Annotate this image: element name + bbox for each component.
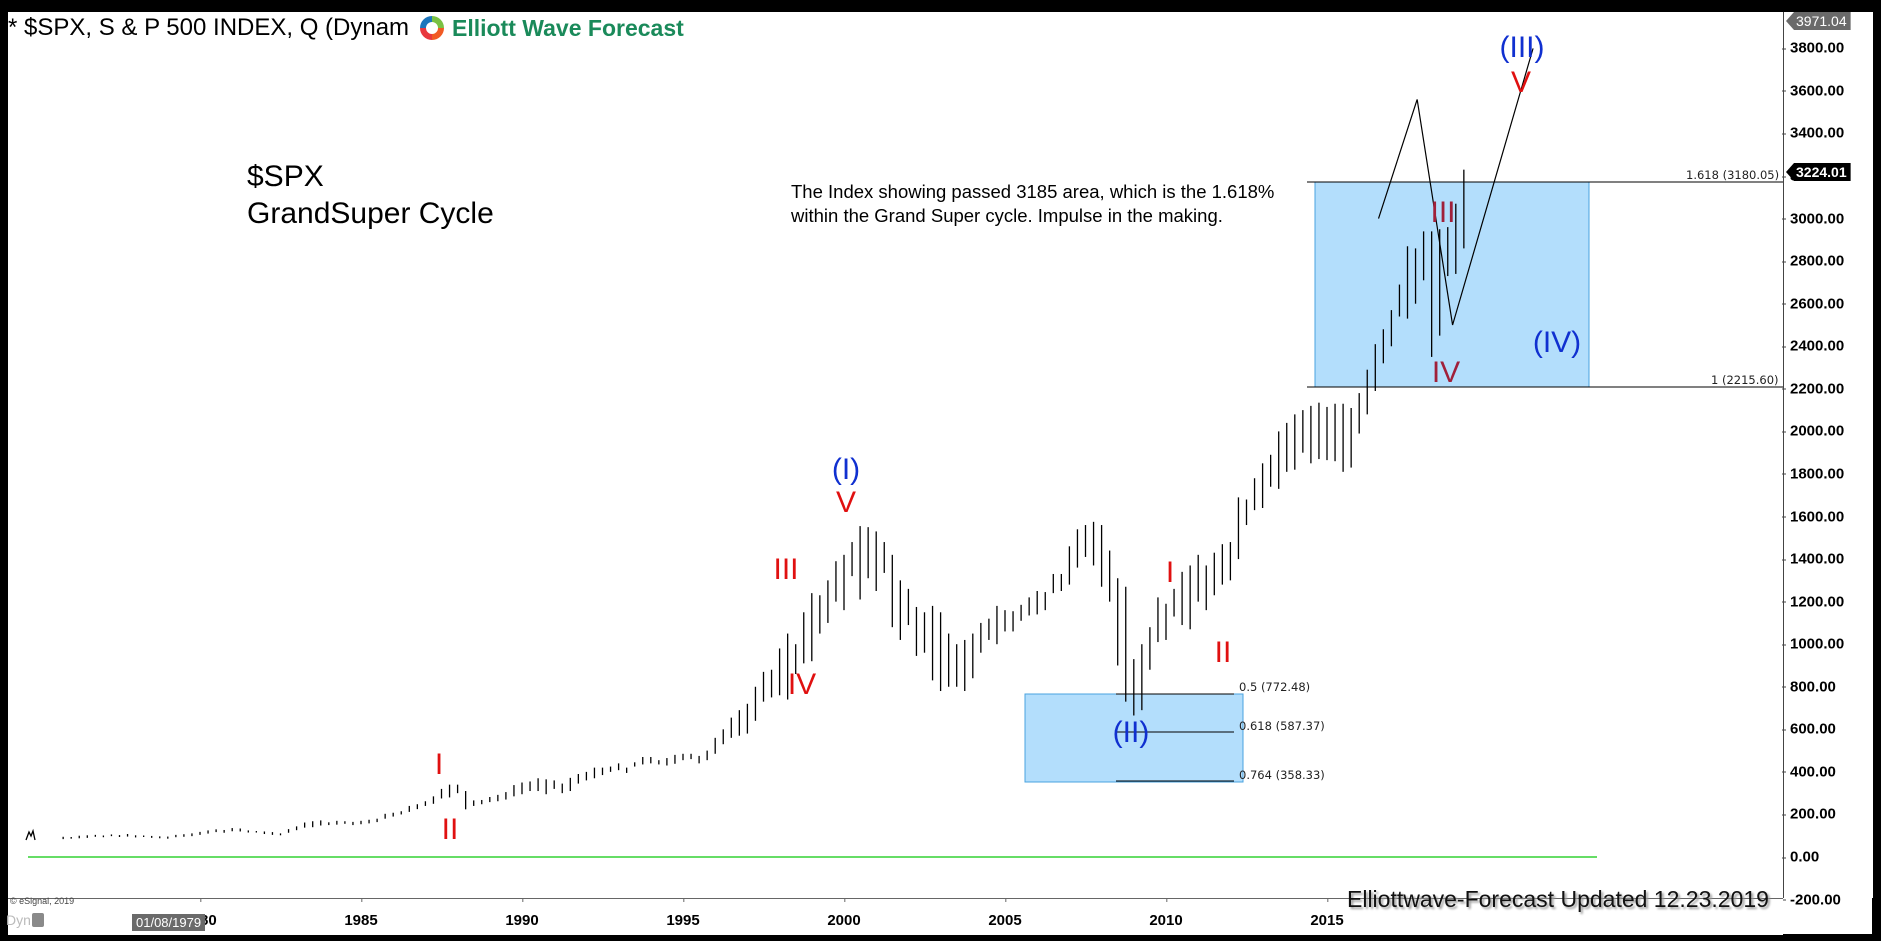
updated-stamp: Elliottwave-Forecast Updated 12.23.2019 bbox=[1347, 886, 1769, 912]
logo-swirl-icon bbox=[420, 16, 444, 40]
wave-label: I bbox=[1165, 556, 1175, 589]
y-tick-label: 1000.00 bbox=[1781, 635, 1845, 653]
fib-label-0618: 0.618 (587.37) bbox=[1239, 719, 1325, 733]
wave-label: V bbox=[835, 486, 857, 519]
y-tick-label: 3800.00 bbox=[1781, 39, 1845, 57]
x-tick-label: 1990 bbox=[505, 898, 539, 929]
y-tick-label: 1400.00 bbox=[1781, 550, 1845, 568]
y-tick-label: 600.00 bbox=[1782, 720, 1836, 738]
wave-label: I bbox=[434, 748, 444, 781]
wave-label: (IV) bbox=[1532, 326, 1582, 359]
fib-label-1618: 1.618 (3180.05) bbox=[1686, 168, 1780, 182]
y-tick-label: 2400.00 bbox=[1781, 337, 1845, 355]
y-tick-label: 800.00 bbox=[1782, 678, 1836, 696]
y-tick-label: 0.00 bbox=[1781, 848, 1820, 866]
fib-label-05: 0.5 (772.48) bbox=[1239, 680, 1311, 694]
wave-label: III bbox=[1430, 196, 1456, 229]
wave-label: IV bbox=[787, 668, 817, 701]
y-axis[interactable] bbox=[1783, 12, 1873, 898]
y-tick-label: 3000.00 bbox=[1781, 210, 1845, 228]
wave-label: (III) bbox=[1499, 31, 1545, 64]
y-tick-label: 400.00 bbox=[1782, 763, 1836, 781]
wave-label: (II) bbox=[1112, 716, 1150, 749]
y-tick-label: 3400.00 bbox=[1781, 124, 1845, 142]
date-flag: 01/08/1979 bbox=[132, 914, 206, 931]
chart-start-glyph bbox=[25, 828, 36, 841]
lock-icon[interactable] bbox=[32, 913, 44, 927]
fib-box-upper bbox=[1314, 181, 1590, 388]
y-tick-label: 3600.00 bbox=[1781, 82, 1845, 100]
ohlc-bars bbox=[62, 169, 1465, 840]
fib-label-0764: 0.764 (358.33) bbox=[1239, 768, 1325, 782]
wave-label: V bbox=[1510, 66, 1532, 99]
copyright: © eSignal, 2019 bbox=[10, 896, 75, 906]
chart-heading: $SPX GrandSuper Cycle bbox=[247, 158, 494, 232]
y-tick-label: 2000.00 bbox=[1781, 422, 1845, 440]
price-flag-current: 3224.01 bbox=[1786, 163, 1851, 181]
annotation-note: The Index showing passed 3185 area, whic… bbox=[791, 181, 1275, 226]
x-tick-label: 2015 bbox=[1310, 898, 1344, 929]
x-tick-label: 1985 bbox=[344, 898, 378, 929]
y-tick-label: 2600.00 bbox=[1781, 295, 1845, 313]
y-tick-label: 1200.00 bbox=[1781, 593, 1845, 611]
projection-path bbox=[1377, 48, 1534, 326]
fib-label-1: 1 (2215.60) bbox=[1711, 373, 1779, 387]
x-tick-label: 2005 bbox=[988, 898, 1022, 929]
y-tick-label: 2800.00 bbox=[1781, 252, 1845, 270]
price-flag-top: 3971.04 bbox=[1786, 12, 1851, 30]
y-tick-label: 200.00 bbox=[1782, 805, 1836, 823]
wave-label: II bbox=[441, 813, 459, 846]
wave-label: III bbox=[773, 553, 799, 586]
chart-heading-symbol: $SPX bbox=[247, 160, 324, 193]
chart-heading-subtitle: GrandSuper Cycle bbox=[247, 197, 494, 230]
wave-label: IV bbox=[1431, 356, 1461, 389]
dyn-label[interactable]: Dyn bbox=[6, 912, 31, 928]
y-tick-label: -200.00 bbox=[1782, 891, 1841, 909]
y-tick-label: 1600.00 bbox=[1781, 508, 1845, 526]
x-tick-label: 1995 bbox=[666, 898, 700, 929]
x-axis[interactable] bbox=[8, 898, 1783, 935]
y-tick-label: 1800.00 bbox=[1781, 465, 1845, 483]
x-tick-label: 2000 bbox=[827, 898, 861, 929]
chart-title: * $SPX, S & P 500 INDEX, Q (Dynam bbox=[8, 14, 410, 41]
chart-window bbox=[8, 12, 1872, 934]
y-tick-label: 2200.00 bbox=[1781, 380, 1845, 398]
wave-label: II bbox=[1214, 636, 1232, 669]
elliott-wave-logo: Elliott Wave Forecast bbox=[418, 12, 693, 44]
x-tick-label: 2010 bbox=[1149, 898, 1183, 929]
wave-label: (I) bbox=[831, 453, 861, 486]
logo-text: Elliott Wave Forecast bbox=[452, 14, 684, 41]
